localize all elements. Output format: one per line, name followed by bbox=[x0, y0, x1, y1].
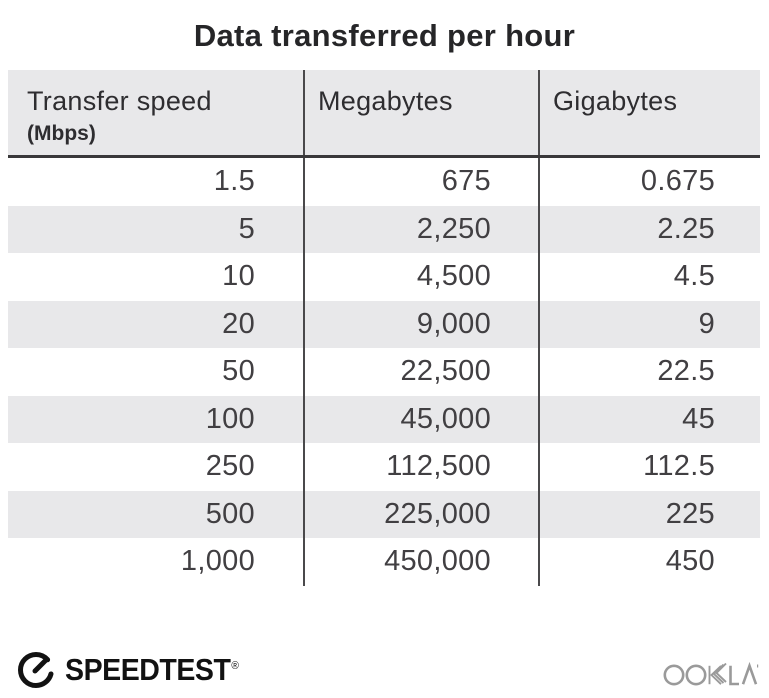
ookla-wordmark-icon bbox=[663, 661, 759, 686]
cell-speed: 10 bbox=[222, 260, 255, 293]
cell-gigabytes: 2.25 bbox=[538, 205, 760, 253]
cell-megabytes: 675 bbox=[303, 158, 538, 206]
ookla-logo bbox=[663, 658, 759, 695]
column-header-label: Transfer speed bbox=[27, 86, 212, 116]
cell-speed: 20 bbox=[222, 307, 255, 340]
brand-name: SPEEDTEST bbox=[65, 652, 231, 687]
cell-gigabytes: 112.5 bbox=[538, 443, 760, 491]
table-row: 10 4,500 4.5 bbox=[8, 253, 760, 301]
cell-speed: 1,000 bbox=[180, 545, 255, 578]
page-title: Data transferred per hour bbox=[193, 18, 576, 53]
registered-trademark-icon: ® bbox=[231, 659, 239, 672]
cell-megabytes: 225,000 bbox=[303, 490, 538, 538]
cell-megabytes: 22,500 bbox=[303, 348, 538, 396]
cell-speed: 500 bbox=[205, 497, 255, 530]
cell-gigabytes: 9 bbox=[538, 300, 760, 348]
table-row: 500 225,000 225 bbox=[8, 490, 760, 538]
cell-speed: 1.5 bbox=[213, 165, 255, 198]
cell-speed: 5 bbox=[238, 212, 255, 245]
table-row: 250 112,500 112.5 bbox=[8, 443, 760, 491]
cell-megabytes: 4,500 bbox=[303, 253, 538, 301]
cell-gigabytes: 45 bbox=[538, 395, 760, 443]
table-row: 20 9,000 9 bbox=[8, 300, 760, 348]
cell-gigabytes: 450 bbox=[538, 538, 760, 586]
cell-megabytes: 112,500 bbox=[303, 443, 538, 491]
speedtest-wordmark: SPEEDTEST® bbox=[65, 652, 239, 688]
column-header-gigabytes: Gigabytes bbox=[538, 70, 760, 155]
table-body: 1.5 675 0.675 5 2,250 2.25 10 4,500 4.5 … bbox=[8, 158, 760, 586]
cell-megabytes: 450,000 bbox=[303, 538, 538, 586]
cell-megabytes: 45,000 bbox=[303, 395, 538, 443]
cell-gigabytes: 4.5 bbox=[538, 253, 760, 301]
table-header-row: Transfer speed (Mbps) Megabytes Gigabyte… bbox=[8, 70, 760, 158]
speedometer-gauge-icon bbox=[18, 652, 54, 688]
cell-megabytes: 2,250 bbox=[303, 205, 538, 253]
column-header-label: Gigabytes bbox=[553, 86, 678, 116]
table-row: 1,000 450,000 450 bbox=[8, 538, 760, 586]
table-row: 5 2,250 2.25 bbox=[8, 205, 760, 253]
column-header-label: Megabytes bbox=[318, 86, 453, 116]
column-header-transfer-speed: Transfer speed (Mbps) bbox=[8, 70, 303, 155]
cell-speed: 250 bbox=[205, 450, 255, 483]
table-row: 1.5 675 0.675 bbox=[8, 158, 760, 206]
cell-megabytes: 9,000 bbox=[303, 300, 538, 348]
column-header-megabytes: Megabytes bbox=[303, 70, 538, 155]
speedtest-logo: SPEEDTEST® bbox=[16, 650, 253, 690]
cell-gigabytes: 0.675 bbox=[538, 158, 760, 206]
cell-gigabytes: 22.5 bbox=[538, 348, 760, 396]
data-table: Transfer speed (Mbps) Megabytes Gigabyte… bbox=[8, 70, 760, 586]
cell-gigabytes: 225 bbox=[538, 490, 760, 538]
cell-speed: 100 bbox=[205, 402, 255, 435]
table-row: 100 45,000 45 bbox=[8, 395, 760, 443]
cell-speed: 50 bbox=[222, 355, 255, 388]
table-row: 50 22,500 22.5 bbox=[8, 348, 760, 396]
column-header-sublabel: (Mbps) bbox=[27, 122, 96, 145]
